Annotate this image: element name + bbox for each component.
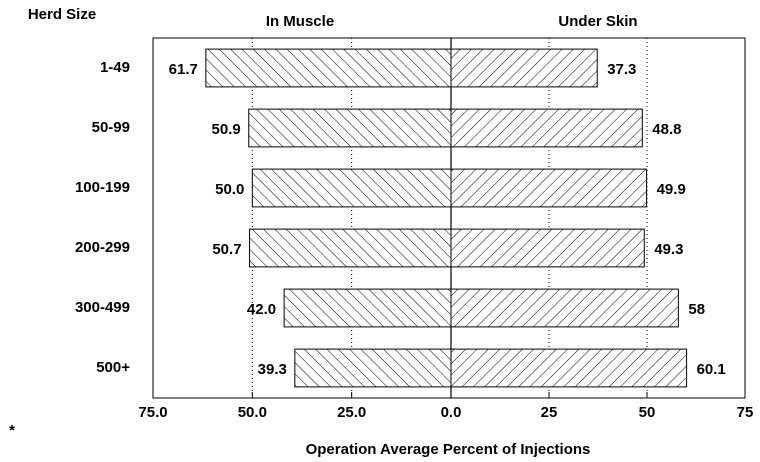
- row-header: Herd Size: [28, 6, 96, 23]
- x-tick-label: 25.0: [337, 404, 366, 421]
- x-tick-label: 75: [737, 404, 754, 421]
- x-tick-label: 25: [541, 404, 558, 421]
- series-title: In Muscle: [266, 13, 334, 30]
- bar: [450, 228, 645, 268]
- value-label: 60.1: [697, 361, 726, 378]
- bar: [249, 228, 452, 268]
- x-tick-label: 0.0: [441, 404, 462, 421]
- category-label: 100-199: [75, 179, 130, 196]
- bar: [251, 168, 452, 208]
- x-tick-label: 50: [639, 404, 656, 421]
- value-label: 49.9: [657, 181, 686, 198]
- bar: [450, 48, 598, 88]
- category-label: 500+: [96, 359, 130, 376]
- bar: [283, 288, 452, 328]
- value-label: 58: [688, 301, 705, 318]
- bar: [450, 288, 679, 328]
- x-tick-label: 75.0: [138, 404, 167, 421]
- value-label: 50.7: [212, 241, 241, 258]
- value-label: 48.8: [652, 121, 681, 138]
- plot-frame: [152, 37, 746, 399]
- value-label: 61.7: [169, 61, 198, 78]
- bar: [294, 348, 452, 388]
- category-label: 1-49: [100, 59, 130, 76]
- value-label: 37.3: [607, 61, 636, 78]
- series-title: Under Skin: [558, 13, 637, 30]
- value-label: 42.0: [247, 301, 276, 318]
- bar: [450, 168, 648, 208]
- value-label: 50.9: [212, 121, 241, 138]
- category-label: 50-99: [92, 119, 130, 136]
- footnote-marker: *: [9, 422, 15, 439]
- bar: [450, 348, 688, 388]
- x-tick-label: 50.0: [238, 404, 267, 421]
- category-label: 300-499: [75, 299, 130, 316]
- value-label: 50.0: [215, 181, 244, 198]
- x-axis-label: Operation Average Percent of Injections: [306, 441, 591, 458]
- category-label: 200-299: [75, 239, 130, 256]
- bar: [248, 108, 452, 148]
- bar: [205, 48, 452, 88]
- bar: [450, 108, 643, 148]
- value-label: 49.3: [654, 241, 683, 258]
- value-label: 39.3: [258, 361, 287, 378]
